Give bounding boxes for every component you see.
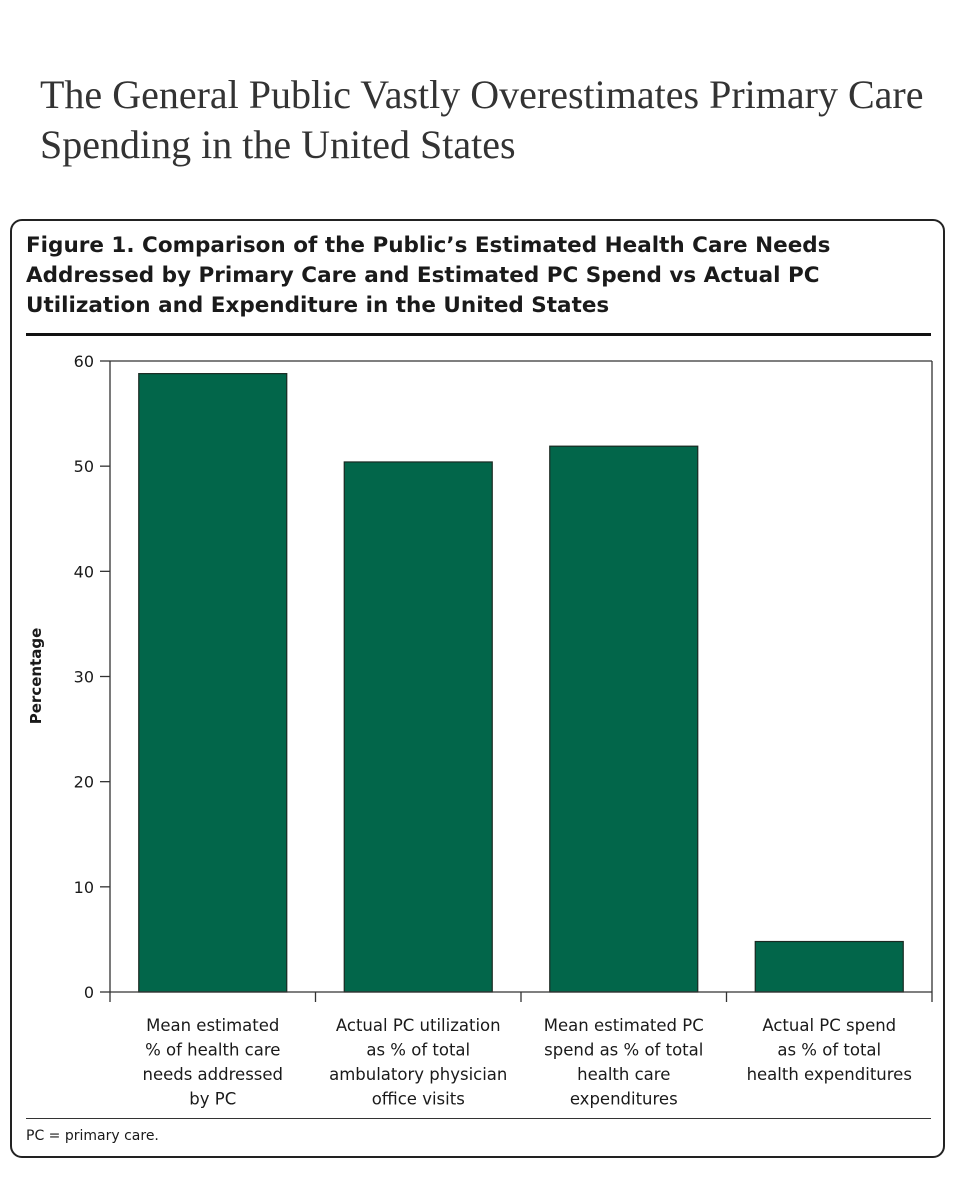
category-label-line: as % of total [777, 1041, 881, 1060]
bar-2 [343, 461, 493, 993]
y-tick-label-30: 30 [74, 668, 94, 687]
y-tick-label-20: 20 [74, 773, 94, 792]
category-label-line: spend as % of total [544, 1041, 703, 1060]
footnote-divider [26, 1118, 931, 1119]
y-tick-label-60: 60 [74, 352, 94, 371]
y-tick-label-0: 0 [84, 983, 94, 1002]
category-label-line: Mean estimated [146, 1016, 279, 1035]
bar-chart: 0 10 20 30 40 50 60 Mean estimated % of health … [27, 352, 933, 1109]
category-label-4: Actual PC spend as % of total health expen… [747, 1016, 912, 1084]
y-ticks-group: 0 10 20 30 40 50 60 [74, 352, 110, 1002]
category-label-3: Mean estimated PC spend as % of total heal… [544, 1016, 704, 1109]
category-label-line: Actual PC spend [762, 1016, 896, 1035]
category-label-line: office visits [372, 1090, 465, 1109]
category-label-line: Actual PC utilization [336, 1016, 501, 1035]
y-axis-title: Percentage [27, 628, 45, 725]
category-label-line: ambulatory physician [329, 1065, 507, 1084]
bars-group [138, 373, 904, 993]
page-headline: The General Public Vastly Overestimates … [40, 72, 924, 167]
category-label-2: Actual PC utilization as % of total ambula… [329, 1016, 507, 1109]
bar-3 [549, 445, 699, 993]
bar-4 [754, 940, 904, 993]
category-label-line: % of health care [145, 1041, 280, 1060]
figure-panel: Figure 1. Comparison of the Public’s Est… [10, 219, 945, 1158]
y-tick-label-10: 10 [74, 878, 94, 897]
category-label-1: Mean estimated % of health care needs addr… [142, 1016, 283, 1109]
category-label-line: as % of total [366, 1041, 470, 1060]
category-label-line: needs addressed [142, 1065, 283, 1084]
category-label-line: expenditures [570, 1090, 678, 1109]
footnote: PC = primary care. [26, 1128, 159, 1144]
category-label-line: health care [577, 1065, 670, 1084]
category-label-line: Mean estimated PC [544, 1016, 704, 1035]
category-labels-group: Mean estimated % of health care needs addr… [142, 1016, 911, 1109]
category-label-line: by PC [189, 1090, 236, 1109]
figure-title: Figure 1. Comparison of the Public’s Est… [26, 233, 831, 318]
bar-1 [138, 373, 288, 993]
title-divider [26, 333, 931, 336]
y-tick-label-40: 40 [74, 562, 94, 581]
y-tick-label-50: 50 [74, 457, 94, 476]
category-label-line: health expenditures [747, 1065, 912, 1084]
